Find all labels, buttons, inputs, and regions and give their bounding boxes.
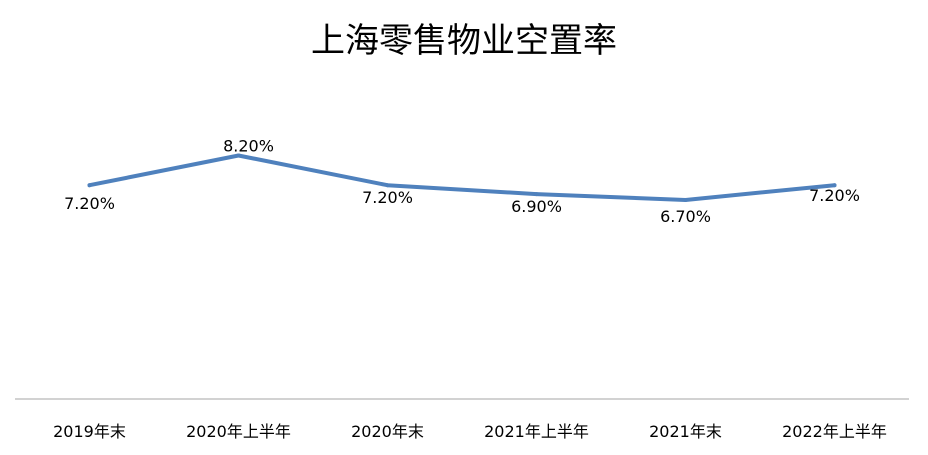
- data-point: [683, 198, 688, 202]
- series-line: [87, 153, 837, 202]
- x-tick-label: 2020年末: [351, 422, 424, 441]
- data-label: 6.90%: [511, 197, 562, 216]
- data-point: [87, 183, 92, 188]
- data-point: [385, 183, 390, 188]
- series-group: [87, 153, 837, 202]
- x-tick-label-group: 2019年末 2020年上半年 2020年末 2021年上半年 2021年末 2022年上…: [53, 422, 887, 441]
- data-label: 8.20%: [223, 137, 274, 156]
- data-label-group: 7.20% 8.20% 7.20% 6.90% 6.70% 7.20%: [64, 137, 860, 227]
- data-label: 7.20%: [809, 186, 860, 205]
- x-tick-label: 2020年上半年: [186, 422, 291, 441]
- data-point: [236, 153, 241, 158]
- x-tick-label: 2021年上半年: [484, 422, 589, 441]
- data-point: [534, 192, 539, 197]
- chart-title: 上海零售物业空置率: [311, 21, 617, 61]
- x-tick-label: 2022年上半年: [782, 422, 887, 441]
- x-tick-label: 2019年末: [53, 422, 126, 441]
- x-tick-label: 2021年末: [649, 422, 722, 441]
- data-label: 6.70%: [660, 207, 711, 226]
- data-point: [832, 183, 837, 188]
- data-label: 7.20%: [64, 194, 115, 213]
- data-label: 7.20%: [362, 188, 413, 207]
